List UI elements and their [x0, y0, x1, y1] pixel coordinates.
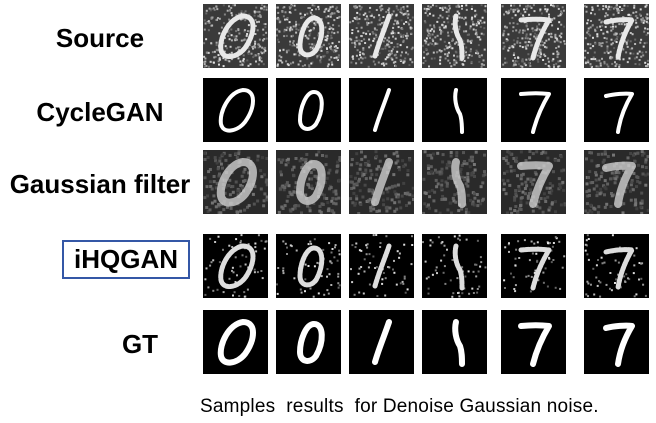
- digit-sample-tile: [584, 150, 649, 214]
- sample-grid: [203, 4, 653, 374]
- digit-sample-tile: [276, 150, 341, 214]
- row-label-source: Source: [55, 23, 145, 53]
- row-label-gt: GT: [121, 329, 159, 359]
- digit-sample-tile: [501, 310, 566, 374]
- row-label-cyclegan: CycleGAN: [36, 97, 164, 127]
- digit-sample-tile: [203, 4, 268, 68]
- digit-sample-tile: [584, 78, 649, 142]
- digit-sample-tile: [501, 78, 566, 142]
- digit-sample-tile: [501, 234, 566, 298]
- digit-sample-tile: [422, 310, 487, 374]
- digit-sample-tile: [584, 4, 649, 68]
- row-label-gaussian-filter: Gaussian filter: [9, 169, 191, 199]
- row-label-ihqgan: iHQGAN: [58, 232, 194, 286]
- digit-sample-tile: [349, 310, 414, 374]
- digit-sample-tile: [276, 310, 341, 374]
- digit-sample-tile: [203, 234, 268, 298]
- digit-sample-tile: [349, 234, 414, 298]
- sample-row: [203, 4, 653, 68]
- digit-sample-tile: [422, 4, 487, 68]
- digit-sample-tile: [203, 150, 268, 214]
- digit-sample-tile: [349, 4, 414, 68]
- sample-row: [203, 78, 653, 142]
- digit-sample-tile: [501, 150, 566, 214]
- digit-sample-tile: [276, 78, 341, 142]
- digit-sample-tile: [276, 234, 341, 298]
- digit-sample-tile: [349, 150, 414, 214]
- digit-sample-tile: [422, 150, 487, 214]
- ihqgan-highlight-box: iHQGAN: [62, 239, 190, 279]
- digit-sample-tile: [276, 4, 341, 68]
- digit-sample-tile: [422, 234, 487, 298]
- digit-sample-tile: [349, 78, 414, 142]
- figure-caption: Samples results for Denoise Gaussian noi…: [200, 396, 599, 417]
- digit-sample-tile: [584, 310, 649, 374]
- digit-sample-tile: [422, 78, 487, 142]
- digit-sample-tile: [584, 234, 649, 298]
- sample-row: [203, 310, 653, 374]
- digit-sample-tile: [203, 78, 268, 142]
- digit-sample-tile: [203, 310, 268, 374]
- sample-row: [203, 234, 653, 298]
- digit-sample-tile: [501, 4, 566, 68]
- sample-row: [203, 150, 653, 214]
